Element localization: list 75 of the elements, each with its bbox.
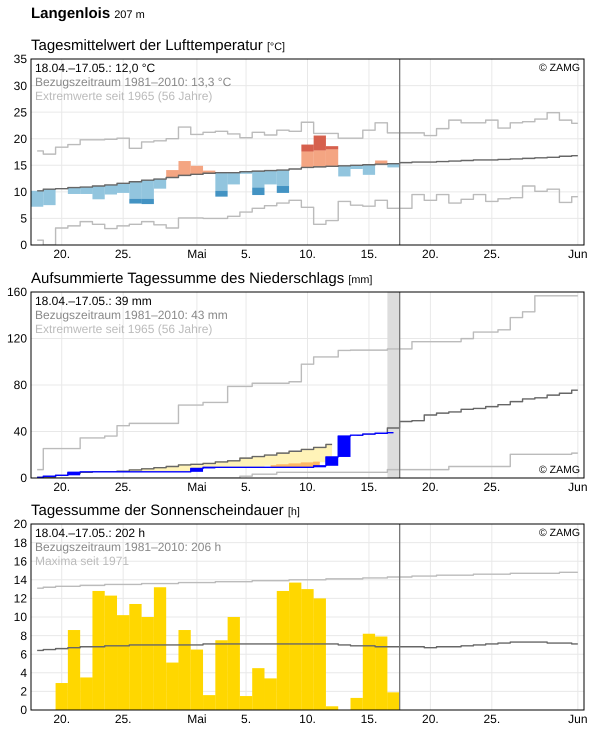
y-tick-label: 160 xyxy=(6,285,28,300)
annotation: Maxima seit 1971 xyxy=(35,554,130,568)
x-tick-label: 25. xyxy=(114,480,132,494)
bar xyxy=(252,188,264,196)
chart-title: Tagesmittelwert der Lufttemperatur [°C] xyxy=(31,37,286,54)
bar xyxy=(326,456,338,466)
y-tick-label: 2 xyxy=(20,684,28,699)
x-tick-label: 25. xyxy=(114,247,132,261)
y-tick-label: 8 xyxy=(20,628,28,643)
x-tick-label: 20. xyxy=(422,712,439,726)
y-tick-label: 0 xyxy=(20,471,28,486)
x-tick-label: 10. xyxy=(299,247,316,261)
x-tick-label: 10. xyxy=(299,712,316,726)
x-tick-label: 15. xyxy=(360,712,378,726)
annotation: © ZAMG xyxy=(539,62,580,74)
x-tick-label: Jun xyxy=(568,712,588,726)
y-tick-label: 5 xyxy=(20,212,28,226)
y-tick-label: 30 xyxy=(14,78,28,93)
annotation: © ZAMG xyxy=(539,527,580,539)
x-tick-label: Mai xyxy=(187,480,207,494)
x-tick-label: 25. xyxy=(483,712,500,726)
y-tick-label: 0 xyxy=(20,703,28,718)
bar xyxy=(338,436,351,457)
x-tick-label: 5. xyxy=(241,247,252,261)
y-tick-label: 40 xyxy=(14,424,28,439)
y-tick-label: 15 xyxy=(14,158,28,172)
text: 207 m xyxy=(114,9,145,21)
annotation: 18.04.–17.05.: 12,0 °C xyxy=(35,61,156,75)
y-tick-label: 14 xyxy=(14,573,28,587)
y-tick-label: 120 xyxy=(6,332,28,346)
annotation: 18.04.–17.05.: 202 h xyxy=(35,526,146,540)
y-tick-label: 10 xyxy=(14,185,28,200)
y-tick-label: 12 xyxy=(14,592,28,606)
bar xyxy=(190,468,204,472)
x-tick-label: 10. xyxy=(299,480,316,494)
x-tick-label: Jun xyxy=(568,480,588,494)
annotation: Bezugszeitraum 1981–2010: 43 mm xyxy=(35,308,228,322)
annotation: 18.04.–17.05.: 39 mm xyxy=(35,294,152,308)
x-tick-label: Mai xyxy=(187,712,207,726)
annotation: Extremwerte seit 1965 (56 Jahre) xyxy=(35,89,212,103)
x-tick-label: Mai xyxy=(187,247,207,261)
y-tick-label: 35 xyxy=(14,52,28,66)
x-tick-label: 20. xyxy=(422,480,439,494)
y-tick-label: 4 xyxy=(20,666,28,680)
bar xyxy=(68,472,80,476)
annotation: Bezugszeitraum 1981–2010: 13,3 °C xyxy=(35,75,232,89)
x-tick-label: 25. xyxy=(483,480,500,494)
y-tick-label: 80 xyxy=(14,378,28,392)
x-tick-label: 25. xyxy=(114,712,132,726)
text: Langenlois xyxy=(31,5,110,22)
x-tick-label: 25. xyxy=(483,247,500,261)
chart-title: Aufsummierte Tagessumme des Niederschlags [mm] xyxy=(31,270,372,287)
x-tick-label: 5. xyxy=(241,712,252,726)
x-tick-label: 20. xyxy=(53,480,70,494)
x-tick-label: 20. xyxy=(422,247,439,261)
chart-title: Tagessumme der Sonnenscheindauer [h] xyxy=(31,502,300,519)
x-tick-label: 15. xyxy=(360,247,378,261)
x-tick-label: 20. xyxy=(53,247,70,261)
y-tick-label: 10 xyxy=(14,610,28,624)
y-tick-label: 6 xyxy=(20,647,28,662)
annotation: Bezugszeitraum 1981–2010: 206 h xyxy=(35,540,222,554)
x-tick-label: 5. xyxy=(241,480,252,494)
y-tick-label: 16 xyxy=(14,554,28,568)
y-tick-label: 20 xyxy=(14,517,28,532)
x-tick-label: Jun xyxy=(568,247,588,261)
x-tick-label: 20. xyxy=(53,712,70,726)
y-tick-label: 25 xyxy=(14,105,28,120)
annotation: © ZAMG xyxy=(539,464,580,476)
y-tick-label: 18 xyxy=(14,536,28,550)
x-tick-label: 15. xyxy=(360,480,378,494)
annotation: Extremwerte seit 1965 (56 Jahre) xyxy=(35,322,212,336)
y-tick-label: 0 xyxy=(20,238,28,252)
bar xyxy=(215,190,228,197)
y-tick-label: 20 xyxy=(14,132,28,146)
bar xyxy=(276,186,290,193)
